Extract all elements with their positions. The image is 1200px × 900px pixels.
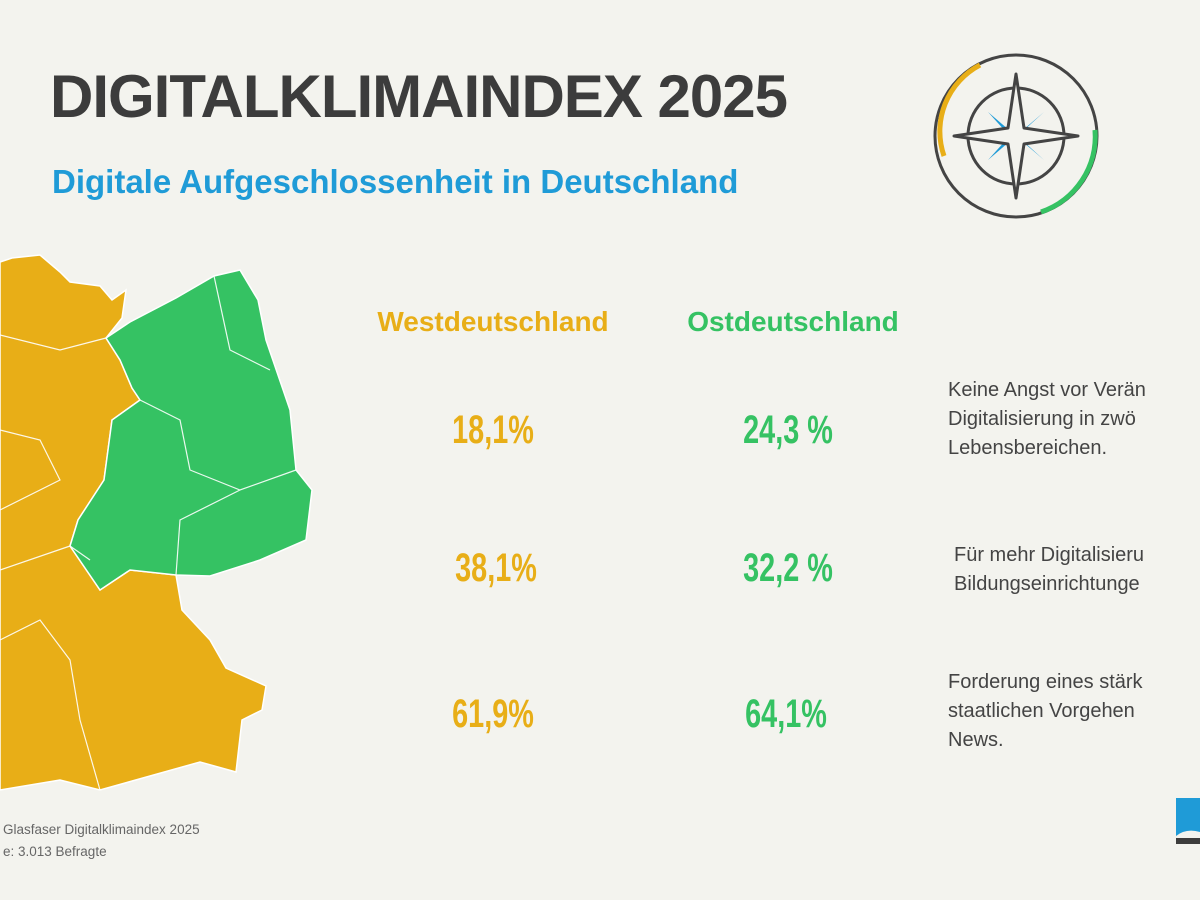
row-label-line: Bildungseinrichtunge — [954, 573, 1140, 595]
row-label-line: News. — [948, 729, 1004, 751]
value-east-row3: 64,1% — [745, 692, 827, 736]
value-west-row2: 38,1% — [455, 546, 537, 590]
value-east-row1: 24,3 % — [743, 408, 833, 452]
row-label-line: Keine Angst vor Verän — [948, 379, 1146, 401]
row-label-line: Lebensbereichen. — [948, 437, 1108, 459]
source-line-2: e: 3.013 Befragte — [3, 844, 107, 859]
value-east-row2: 32,2 % — [743, 546, 833, 590]
row-label-line: staatlichen Vorgehen — [948, 700, 1135, 722]
brand-logo — [1176, 798, 1200, 844]
column-header-west: Westdeutschland — [377, 306, 609, 337]
page-title: DIGITALKLIMAINDEX 2025 — [50, 63, 788, 130]
row-label-line: Für mehr Digitalisieru — [954, 544, 1145, 566]
row-label-2: Für mehr Digitalisieru Bildungseinrichtu… — [954, 541, 1144, 599]
row-label-1: Keine Angst vor Verän Digitalisierung in… — [948, 376, 1146, 463]
page-subtitle: Digitale Aufgeschlossenheit in Deutschla… — [52, 163, 739, 200]
germany-map — [0, 254, 313, 791]
source-line-1: Glasfaser Digitalklimaindex 2025 — [3, 822, 200, 837]
column-header-east: Ostdeutschland — [687, 306, 899, 337]
row-label-3: Forderung eines stärk staatlichen Vorgeh… — [948, 668, 1143, 755]
row-label-line: Forderung eines stärk — [948, 671, 1143, 693]
compass-icon — [933, 53, 1099, 219]
value-west-row1: 18,1% — [452, 408, 534, 452]
row-label-line: Digitalisierung in zwö — [948, 408, 1136, 430]
map-east-germany — [69, 269, 313, 592]
value-west-row3: 61,9% — [452, 692, 534, 736]
